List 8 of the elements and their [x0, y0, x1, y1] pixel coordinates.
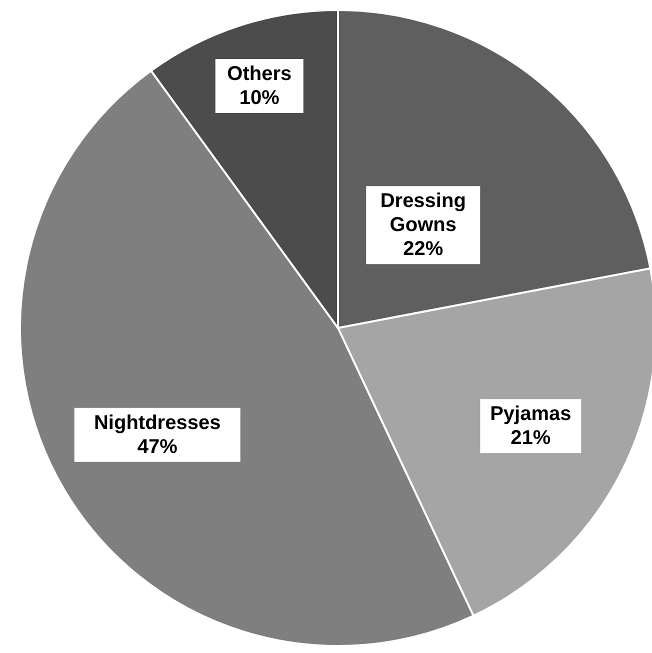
- data-label: 22%: [403, 238, 444, 260]
- slice-label: Pyjamas: [490, 403, 572, 426]
- data-label: 10%: [239, 87, 280, 110]
- data-label: 47%: [137, 436, 178, 458]
- slice-label: Nightdresses: [94, 412, 221, 434]
- slice-label: Others: [227, 63, 292, 86]
- data-label: 21%: [510, 427, 551, 450]
- slice-label: Dressing Gowns: [380, 190, 466, 236]
